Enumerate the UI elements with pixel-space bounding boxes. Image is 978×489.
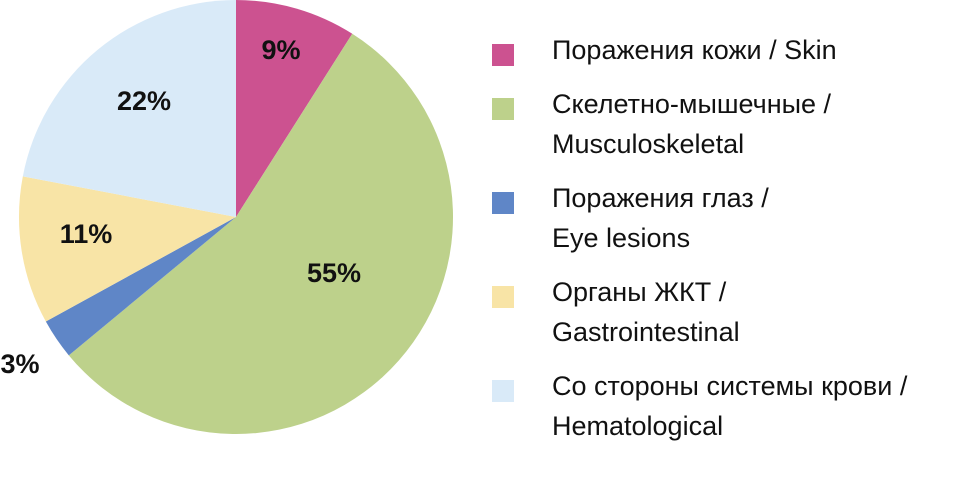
legend-swatch-hematological (492, 380, 514, 402)
value-label-musculoskeletal: 55% (307, 258, 361, 288)
pie-value-labels: 9% 55% 3% 11% 22% (0, 35, 361, 379)
value-label-skin: 9% (261, 35, 300, 65)
legend-item-hematological: Со стороны системы крови / Hematological (492, 366, 978, 446)
pie-slice-gastrointestinal (18, 176, 237, 322)
legend-item-gastrointestinal: Органы ЖКТ / Gastrointestinal (492, 272, 978, 352)
legend-label-eye-lesions: Поражения глаз / Eye lesions (552, 183, 769, 253)
legend-label-musculoskeletal: Скелетно-мышечные / Musculoskeletal (552, 89, 832, 159)
pie-slice-hematological (22, 0, 237, 217)
legend-swatch-musculoskeletal (492, 98, 514, 120)
legend-item-skin: Поражения кожи / Skin (492, 30, 978, 70)
pie-slice-eye-lesions (45, 217, 237, 356)
pie-chart: 9% 55% 3% 11% 22% (0, 0, 454, 435)
value-label-gastrointestinal: 11% (60, 219, 113, 249)
pie-slice-skin (236, 0, 353, 217)
legend-label-hematological: Со стороны системы крови / Hematological (552, 371, 908, 441)
legend-swatch-gastrointestinal (492, 286, 514, 308)
legend-label-gastrointestinal: Органы ЖКТ / Gastrointestinal (552, 277, 740, 347)
value-label-eye-lesions: 3% (0, 349, 39, 379)
legend-swatch-skin (492, 44, 514, 66)
pie-slice-musculoskeletal (68, 33, 454, 435)
pie-slices (18, 0, 454, 435)
legend-label-skin: Поражения кожи / Skin (552, 35, 837, 65)
chart-legend: Поражения кожи / Skin Скелетно-мышечные … (492, 30, 978, 460)
value-label-hematological: 22% (117, 86, 171, 116)
legend-item-eye-lesions: Поражения глаз / Eye lesions (492, 178, 978, 258)
legend-item-musculoskeletal: Скелетно-мышечные / Musculoskeletal (492, 84, 978, 164)
legend-swatch-eye-lesions (492, 192, 514, 214)
